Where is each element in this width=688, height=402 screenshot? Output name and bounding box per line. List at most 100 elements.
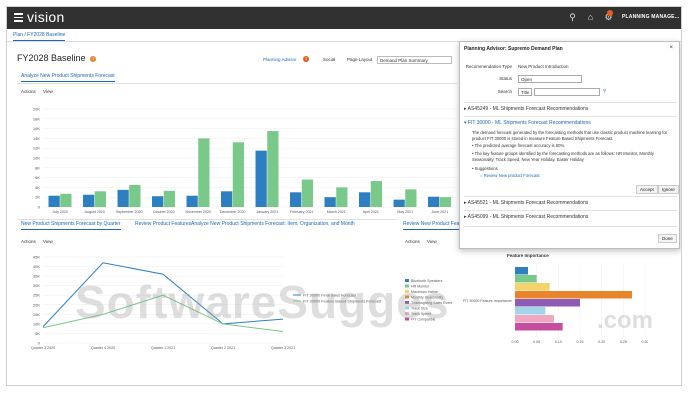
divider [464, 116, 677, 117]
y-tick-label: 5K [35, 331, 40, 336]
top-panel-toolbar: Actions View [21, 89, 59, 99]
rec-item-label: AS45249 - ML Shipments Forecast Recommen… [467, 106, 589, 112]
tab-analyze-item-org-month[interactable]: Analyze New Product Shipments Forecast: … [191, 221, 355, 227]
quarterly-forecast-chart: 0 5K 10K 15K 20K 25K 30K 35K 40K 45K Quarter 3 202… [31, 255, 382, 351]
bar [163, 190, 175, 207]
divider [17, 83, 457, 84]
tab-analyze-forecast[interactable]: Analyze New Product Shipments Forecast [21, 73, 115, 82]
notifications-icon[interactable]: ⚙ [604, 12, 613, 22]
planning-advisor-badge: 3 [303, 56, 309, 62]
rec-item-3[interactable]: ▸ AS45521 - ML Shipments Forecast Recomm… [464, 200, 589, 206]
bar [393, 199, 405, 207]
y-tick-label: 10K [33, 156, 40, 161]
bar [232, 142, 244, 207]
tab-forecast-by-quarter[interactable]: New Product Shipments Forecast by Quarte… [21, 221, 121, 230]
rec-item-1[interactable]: ▸ AS45249 - ML Shipments Forecast Recomm… [464, 106, 589, 112]
status-select[interactable]: Open [518, 75, 582, 83]
done-button[interactable]: Done [658, 234, 677, 243]
search-icon[interactable]: ⚲ [569, 12, 576, 22]
series-line [42, 262, 284, 328]
bar [370, 181, 382, 207]
x-tick-label: Quarter 3 2021 [271, 346, 295, 350]
y-tick-label: 2K [35, 195, 40, 200]
notification-badge [607, 10, 613, 16]
search-icon[interactable]: ⚲ [603, 88, 607, 93]
feature-importance-chart: 0.00 0.05 0.10 0.15 0.20 0.25 0.30 Bluetooth Sp… [405, 263, 649, 344]
planning-advisor-button[interactable]: Planning Advisor [263, 57, 297, 62]
y-tick-label: 8K [35, 165, 40, 170]
y-tick-label: 16K [33, 126, 40, 131]
ignore-button[interactable]: Ignore [658, 185, 679, 194]
legend-swatch [405, 295, 409, 299]
suggestion-link-text: Review New product Forecast [483, 173, 540, 178]
actions-menu[interactable]: Actions [21, 89, 36, 94]
legend-label: HR Monitor [411, 284, 430, 288]
accept-button[interactable]: Accept [636, 185, 658, 194]
x-tick-label: July 2020 [53, 210, 68, 214]
bar [60, 193, 72, 207]
x-tick-label: 0.10 [555, 340, 562, 344]
actions-menu[interactable]: Actions [405, 239, 420, 244]
bar [515, 315, 554, 323]
app-frame: vision ⚲ ⌂ ⚙ PLANNING MANAGE... Plan / F… [6, 6, 682, 386]
x-tick-label: 0.05 [533, 340, 540, 344]
search-field-select[interactable]: Title [518, 88, 532, 96]
x-tick-label: November 2020 [185, 210, 211, 214]
bar [267, 131, 279, 207]
bar [290, 192, 302, 207]
bar [152, 196, 164, 207]
bar [117, 189, 129, 207]
planning-advisor-dialog: Planning Advisor: Supremo Demand Plan × … [459, 41, 680, 249]
view-menu[interactable]: View [427, 239, 437, 244]
x-tick-label: Quarter 3 2020 [31, 346, 55, 350]
menu-icon[interactable] [14, 13, 23, 22]
dialog-title: Planning Advisor: Supremo Demand Plan [464, 46, 563, 52]
home-icon[interactable]: ⌂ [587, 12, 594, 22]
bar [324, 197, 336, 207]
legend-swatch [405, 284, 409, 288]
bar [515, 299, 580, 307]
x-tick-label: September 2020 [116, 210, 143, 214]
x-tick-label: January 2021 [256, 210, 278, 214]
x-tick-label: March 2021 [327, 210, 346, 214]
tab-plan-baseline[interactable]: Plan / FY2028 Baseline [13, 32, 66, 41]
bar [186, 195, 198, 207]
top-bar: vision ⚲ ⌂ ⚙ PLANNING MANAGE... [7, 7, 681, 29]
info-icon[interactable]: ? [90, 55, 97, 62]
rec-item-2[interactable]: ▾ FIT 30000 - ML Shipments Forecast Reco… [464, 120, 591, 126]
user-menu[interactable]: PLANNING MANAGE... [622, 14, 680, 20]
search-input[interactable] [534, 88, 600, 96]
social-button[interactable]: Social [323, 57, 336, 62]
rec-item-4[interactable]: ▸ AS45099 - ML Shipments Forecast Recomm… [464, 214, 589, 220]
bar [255, 150, 267, 207]
close-icon[interactable]: × [669, 45, 673, 51]
suggestion-link[interactable]: ○ Review New product Forecast [480, 173, 540, 178]
tab-review-new-feature[interactable]: Review New Product Feature [403, 221, 469, 230]
actions-menu[interactable]: Actions [21, 239, 36, 244]
brand-logo: vision [27, 9, 65, 25]
rec-item-label: AS45521 - ML Shipments Forecast Recommen… [467, 200, 589, 206]
legend-swatch [405, 290, 409, 293]
watermark: SoftwareSugges [75, 276, 450, 328]
rec-type-value: New Product Introduction [518, 64, 569, 69]
divider [464, 226, 677, 227]
legend-swatch [405, 279, 409, 282]
bar [359, 192, 371, 207]
y-tick-label: 0 [38, 205, 41, 210]
search-label: Search [497, 89, 512, 94]
bar [428, 196, 440, 207]
x-tick-label: 0.30 [642, 340, 649, 344]
tab-review-features[interactable]: Review Product Features [135, 221, 192, 227]
series-line [42, 294, 284, 333]
page-title-text: FY2028 Baseline [17, 53, 86, 63]
y-tick-label: 30K [33, 283, 40, 288]
bar [515, 275, 537, 283]
page-layout-select[interactable]: Demand Plan Summary [377, 56, 452, 64]
plan-tab-bar: Plan / FY2028 Baseline [7, 29, 681, 42]
rec-description: The demand forecast generated by the for… [472, 130, 668, 141]
legend-label: FIT Compatible [411, 317, 436, 321]
x-tick-label: May 2021 [397, 210, 413, 214]
bar [301, 179, 313, 207]
view-menu[interactable]: View [43, 89, 53, 94]
view-menu[interactable]: View [43, 239, 53, 244]
